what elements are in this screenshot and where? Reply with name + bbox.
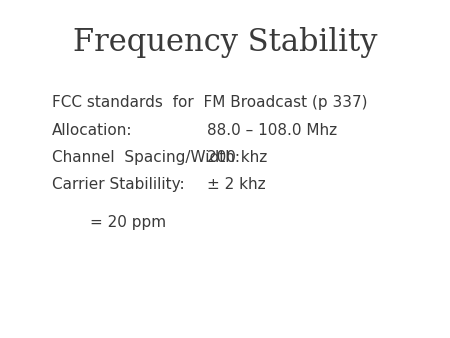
Text: 88.0 – 108.0 Mhz: 88.0 – 108.0 Mhz <box>207 123 337 138</box>
Text: Allocation:: Allocation: <box>52 123 132 138</box>
Text: FCC standards  for  FM Broadcast (p 337): FCC standards for FM Broadcast (p 337) <box>52 95 367 110</box>
Text: Frequency Stability: Frequency Stability <box>73 27 377 58</box>
Text: = 20 ppm: = 20 ppm <box>90 215 166 230</box>
Text: ± 2 khz: ± 2 khz <box>207 177 266 192</box>
Text: Channel  Spacing/Width:: Channel Spacing/Width: <box>52 150 240 165</box>
Text: 200 khz: 200 khz <box>207 150 267 165</box>
Text: Carrier Stabilility:: Carrier Stabilility: <box>52 177 184 192</box>
